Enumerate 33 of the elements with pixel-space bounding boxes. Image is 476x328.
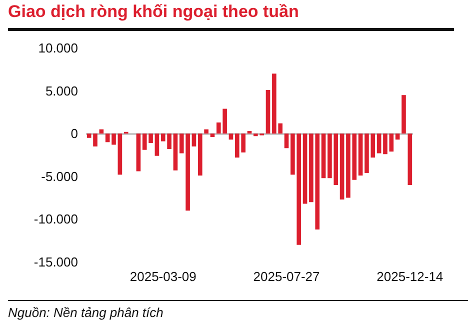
bar [340,134,344,200]
bar [93,134,98,146]
y-tick-label: -15.000 [34,254,78,270]
bar [204,129,208,134]
bar [118,134,122,175]
x-tick-label: 2025-12-14 [376,269,444,284]
bar [136,134,141,172]
bar [210,134,215,138]
bar [86,134,92,138]
bar [173,134,178,170]
bar [358,134,363,176]
bar [198,134,202,176]
x-tick-label: 2025-07-27 [253,269,320,284]
y-tick-label: 0 [70,126,78,142]
text: Nguồn: Nền tảng phân tích [8,300,468,320]
chart-title: Giao dịch ròng khối ngoại theo tuần [8,2,454,31]
bar [247,131,252,134]
y-tick-label: -10.000 [34,212,78,227]
y-tick-label: 10.000 [38,40,78,56]
y-tick-label: 5.000 [45,83,78,98]
bar [154,134,160,156]
bar [376,134,382,154]
bar [408,134,412,185]
bar [395,134,400,140]
bar [321,134,326,178]
bar [402,95,406,134]
y-tick-label: -5.000 [41,168,78,184]
bar [228,134,234,140]
bar [302,134,308,204]
bar [192,134,196,146]
x-tick-label: 2025-03-09 [130,269,196,284]
bar [284,134,289,148]
bar [266,90,270,134]
